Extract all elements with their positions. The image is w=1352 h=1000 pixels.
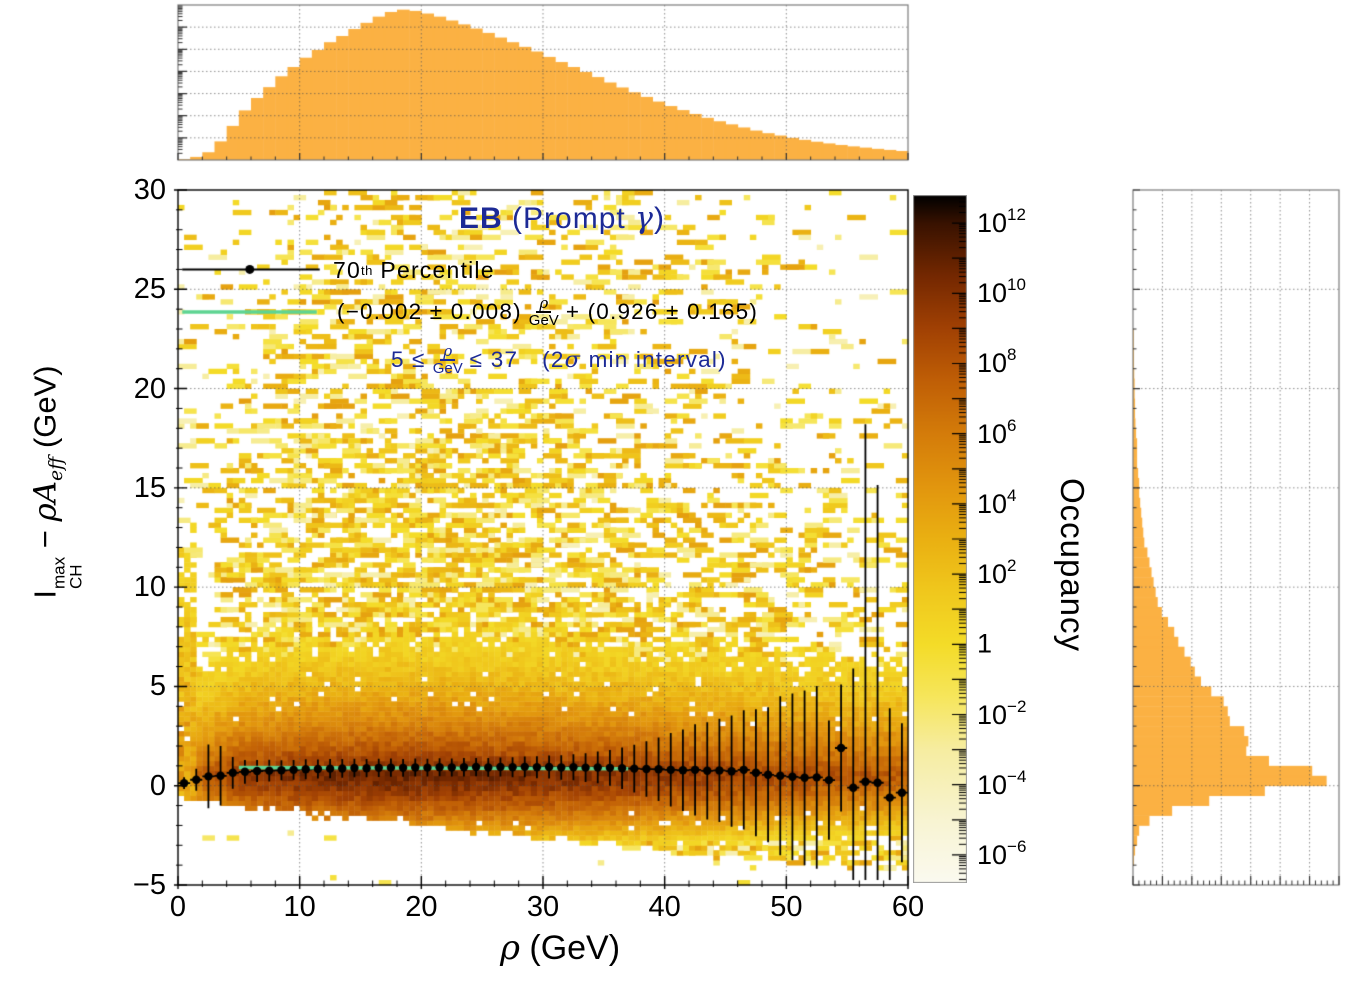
- range-lower-bound: 5 ≤: [391, 347, 426, 372]
- fraction-denominator: GeV: [528, 312, 559, 329]
- eff-subscript: eff: [46, 456, 68, 481]
- interval-note-open: (2: [542, 347, 565, 372]
- x-axis-tick-label: 60: [891, 891, 925, 923]
- y-axis-unit: (GeV): [27, 365, 63, 457]
- colorbar-tick-label: 1: [977, 628, 993, 659]
- gamma-symbol: γ: [635, 201, 654, 236]
- isolation-symbol: I: [27, 590, 63, 599]
- right-marginal-histogram-canvas: [1127, 182, 1347, 893]
- top-marginal-histogram-canvas: [172, 0, 916, 166]
- colorbar-tick-label: 1010: [977, 275, 1026, 309]
- x-axis-tick-label: 30: [526, 891, 560, 923]
- fraction-denominator: GeV: [432, 360, 463, 377]
- y-axis-tick-label: 30: [133, 174, 166, 206]
- rho-over-gev-fraction: ρ GeV: [529, 295, 559, 329]
- colorbar-tick-label: 1012: [977, 205, 1026, 239]
- y-axis-tick-label: 5: [149, 670, 166, 703]
- y-axis-tick-label: 15: [133, 471, 166, 504]
- fit-slope-term: (−0.002 ± 0.008): [337, 299, 522, 324]
- y-axis-tick-label: 10: [133, 571, 166, 604]
- x-axis-tick-label: 40: [648, 891, 681, 923]
- y-axis-tick-label: 0: [149, 769, 166, 802]
- percentile-ordinal: th: [360, 262, 373, 278]
- y-axis-tick-label: 25: [133, 273, 166, 306]
- minus-sign: −: [27, 521, 63, 557]
- percentile-number: 70: [333, 256, 361, 283]
- fit-range-note: 5 ≤ ρ GeV ≤ 37 (2 σ min interval): [391, 339, 727, 381]
- x-axis-tick-label: 20: [405, 891, 438, 923]
- fraction-numerator: ρ: [536, 295, 552, 313]
- plot-title-detector: EB: [459, 202, 503, 235]
- plot-title: EB (Prompt γ): [459, 201, 665, 236]
- sup-sub-stack: max CH: [49, 556, 86, 590]
- y-axis-tick-label: 20: [133, 372, 166, 405]
- legend-fit-formula: (−0.002 ± 0.008) ρ GeV + (0.926 ± 0.165): [337, 291, 758, 333]
- main-heatmap-canvas: [170, 182, 916, 893]
- max-superscript: max: [49, 556, 69, 590]
- plot-title-close: ): [653, 202, 665, 235]
- y-axis-tick-label: −5: [132, 869, 166, 901]
- colorbar-tick-label: 108: [977, 345, 1017, 379]
- rho-symbol: ρ: [499, 928, 520, 968]
- area-symbol: A: [27, 480, 64, 504]
- sigma-symbol: σ: [564, 347, 582, 373]
- colorbar-tick-label: 104: [977, 485, 1017, 519]
- fit-intercept-term: + (0.926 ± 0.165): [565, 299, 759, 324]
- x-axis-tick-label: 10: [283, 891, 316, 923]
- plot-title-prompt: (Prompt: [502, 202, 636, 235]
- x-axis-title: ρ (GeV): [500, 928, 620, 968]
- colorbar-tick-label: 10−6: [977, 836, 1027, 870]
- colorbar-tick-label: 10−2: [977, 696, 1027, 730]
- range-upper-bound: ≤ 37: [469, 347, 519, 372]
- rho-symbol: ρ: [27, 503, 64, 522]
- interval-note-text: min interval): [581, 347, 727, 372]
- ch-subscript: CH: [66, 564, 86, 590]
- colorbar-tick-label: 10−4: [977, 766, 1027, 800]
- x-axis-tick-label: 50: [770, 891, 803, 923]
- rho-over-gev-fraction: ρ GeV: [433, 343, 463, 377]
- fraction-numerator: ρ: [440, 343, 456, 361]
- x-axis-tick-label: 0: [169, 891, 187, 923]
- percentile-word: Percentile: [372, 256, 495, 283]
- colorbar-tick-label: 102: [977, 556, 1017, 590]
- x-axis-unit: (GeV): [519, 929, 621, 967]
- colorbar-tick-label: 106: [977, 415, 1017, 449]
- colorbar-title: Occupancy: [1054, 477, 1091, 653]
- colorbar-canvas: [913, 195, 967, 883]
